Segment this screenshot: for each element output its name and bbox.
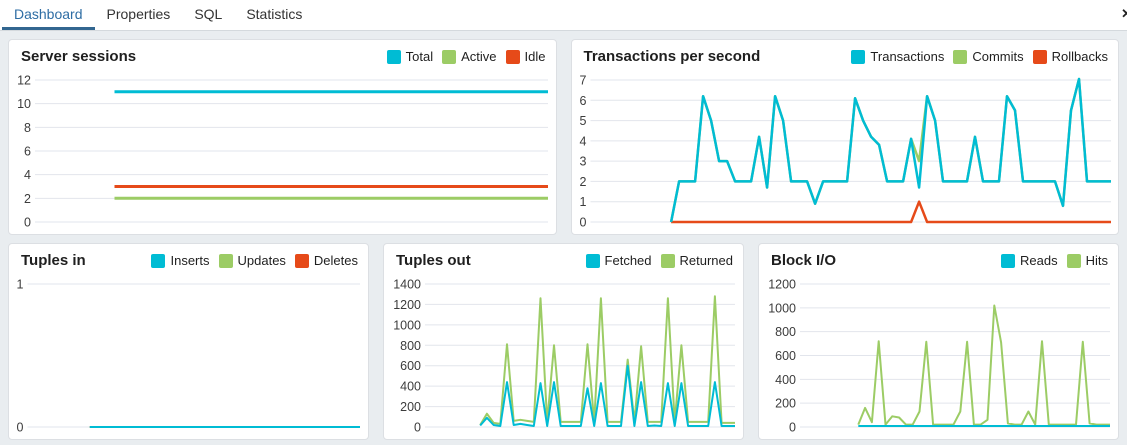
legend-item-deletes: Deletes — [294, 253, 358, 268]
panel-tuples-out: Tuples out Fetched Returned 0 200 400 600 800… — [383, 243, 744, 440]
legend-item-inserts: Inserts — [151, 253, 210, 268]
legend-item-fetched: Fetched — [585, 253, 652, 268]
legend-label: Transactions — [870, 49, 945, 64]
legend-swatch-icon — [151, 253, 166, 268]
legend: Reads Hits — [1001, 253, 1108, 268]
legend-label: Total — [405, 49, 434, 64]
legend-item-transactions: Transactions — [851, 49, 944, 64]
svg-text:5: 5 — [579, 114, 586, 128]
svg-text:10: 10 — [17, 97, 31, 111]
dashboard-content: Server sessions Total Active Idle 0 2 4 6 8 10 1… — [0, 31, 1127, 445]
legend-item-idle: Idle — [505, 49, 546, 64]
legend-swatch-icon — [585, 253, 600, 268]
svg-text:2: 2 — [579, 175, 586, 189]
legend-label: Rollbacks — [1051, 49, 1108, 64]
svg-text:400: 400 — [775, 373, 796, 387]
svg-text:600: 600 — [775, 349, 796, 363]
svg-text:1: 1 — [579, 195, 586, 209]
svg-text:400: 400 — [400, 380, 421, 394]
tab-sql[interactable]: SQL — [194, 5, 223, 22]
svg-text:6: 6 — [24, 145, 31, 159]
legend-swatch-icon — [851, 49, 866, 64]
legend-label: Idle — [524, 49, 546, 64]
legend-item-commits: Commits — [953, 49, 1024, 64]
legend-swatch-icon — [294, 253, 309, 268]
svg-text:1: 1 — [17, 278, 24, 292]
legend-swatch-icon — [218, 253, 233, 268]
svg-text:800: 800 — [775, 325, 796, 339]
legend-item-returned: Returned — [660, 253, 733, 268]
legend: Transactions Commits Rollbacks — [851, 49, 1108, 64]
legend-label: Deletes — [313, 253, 358, 268]
svg-text:1000: 1000 — [768, 301, 796, 315]
legend-swatch-icon — [1032, 49, 1047, 64]
panel-title: Block I/O — [771, 252, 837, 269]
legend-item-total: Total — [386, 49, 434, 64]
legend-swatch-icon — [1066, 253, 1081, 268]
panel-server-sessions: Server sessions Total Active Idle 0 2 4 6 8 10 1… — [8, 39, 557, 235]
legend-item-rollbacks: Rollbacks — [1032, 49, 1108, 64]
tab-properties[interactable]: Properties — [106, 5, 171, 22]
svg-text:0: 0 — [414, 421, 421, 435]
block-io-chart: 0 200 400 600 800 1000 1200 — [759, 271, 1118, 439]
legend-label: Inserts — [170, 253, 210, 268]
close-icon[interactable]: ✕ — [1121, 6, 1127, 22]
legend: Fetched Returned — [585, 253, 733, 268]
svg-text:0: 0 — [24, 216, 31, 230]
legend: Inserts Updates Deletes — [151, 253, 358, 268]
svg-text:8: 8 — [24, 121, 31, 135]
transactions-chart: 0 1 2 3 4 5 6 7 — [572, 67, 1119, 234]
svg-text:200: 200 — [775, 397, 796, 411]
legend-label: Returned — [679, 253, 733, 268]
svg-text:0: 0 — [579, 216, 586, 230]
svg-text:0: 0 — [17, 421, 24, 435]
legend-swatch-icon — [442, 49, 457, 64]
legend-label: Hits — [1085, 253, 1108, 268]
legend-swatch-icon — [386, 49, 401, 64]
svg-text:4: 4 — [24, 168, 31, 182]
svg-text:6: 6 — [579, 94, 586, 108]
tab-bar: Dashboard Properties SQL Statistics ✕ — [0, 0, 1127, 31]
svg-text:1200: 1200 — [768, 278, 796, 292]
legend-swatch-icon — [660, 253, 675, 268]
svg-text:2: 2 — [24, 192, 31, 206]
panel-transactions-per-second: Transactions per second Transactions Comm… — [570, 39, 1119, 235]
legend: Total Active Idle — [386, 49, 546, 64]
legend-item-reads: Reads — [1001, 253, 1058, 268]
svg-text:200: 200 — [400, 400, 421, 414]
svg-text:1000: 1000 — [393, 318, 421, 332]
tab-dashboard[interactable]: Dashboard — [2, 0, 95, 30]
legend-item-updates: Updates — [218, 253, 286, 268]
svg-text:1200: 1200 — [393, 298, 421, 312]
legend-label: Fetched — [604, 253, 652, 268]
svg-text:4: 4 — [579, 134, 586, 148]
legend-label: Updates — [237, 253, 286, 268]
svg-text:800: 800 — [400, 339, 421, 353]
panel-block-io: Block I/O Reads Hits 0 200 400 600 800 1000 120… — [758, 243, 1119, 440]
panel-title: Tuples in — [21, 252, 86, 269]
svg-text:3: 3 — [579, 155, 586, 169]
legend-item-active: Active — [442, 49, 497, 64]
legend-label: Active — [461, 49, 497, 64]
legend-label: Commits — [972, 49, 1024, 64]
tuples-out-chart: 0 200 400 600 800 1000 1200 1400 — [384, 271, 743, 439]
legend-swatch-icon — [505, 49, 520, 64]
legend-swatch-icon — [953, 49, 968, 64]
panel-title: Transactions per second — [583, 48, 761, 65]
tab-statistics[interactable]: Statistics — [246, 5, 303, 22]
legend-label: Reads — [1020, 253, 1058, 268]
svg-text:12: 12 — [17, 74, 31, 88]
svg-text:600: 600 — [400, 359, 421, 373]
svg-text:7: 7 — [579, 74, 586, 88]
legend-swatch-icon — [1001, 253, 1016, 268]
svg-text:0: 0 — [789, 421, 796, 435]
panel-title: Server sessions — [21, 48, 137, 65]
server-sessions-chart: 0 2 4 6 8 10 12 — [9, 67, 556, 234]
svg-text:1400: 1400 — [393, 278, 421, 292]
panel-title: Tuples out — [396, 252, 471, 269]
legend-item-hits: Hits — [1066, 253, 1108, 268]
